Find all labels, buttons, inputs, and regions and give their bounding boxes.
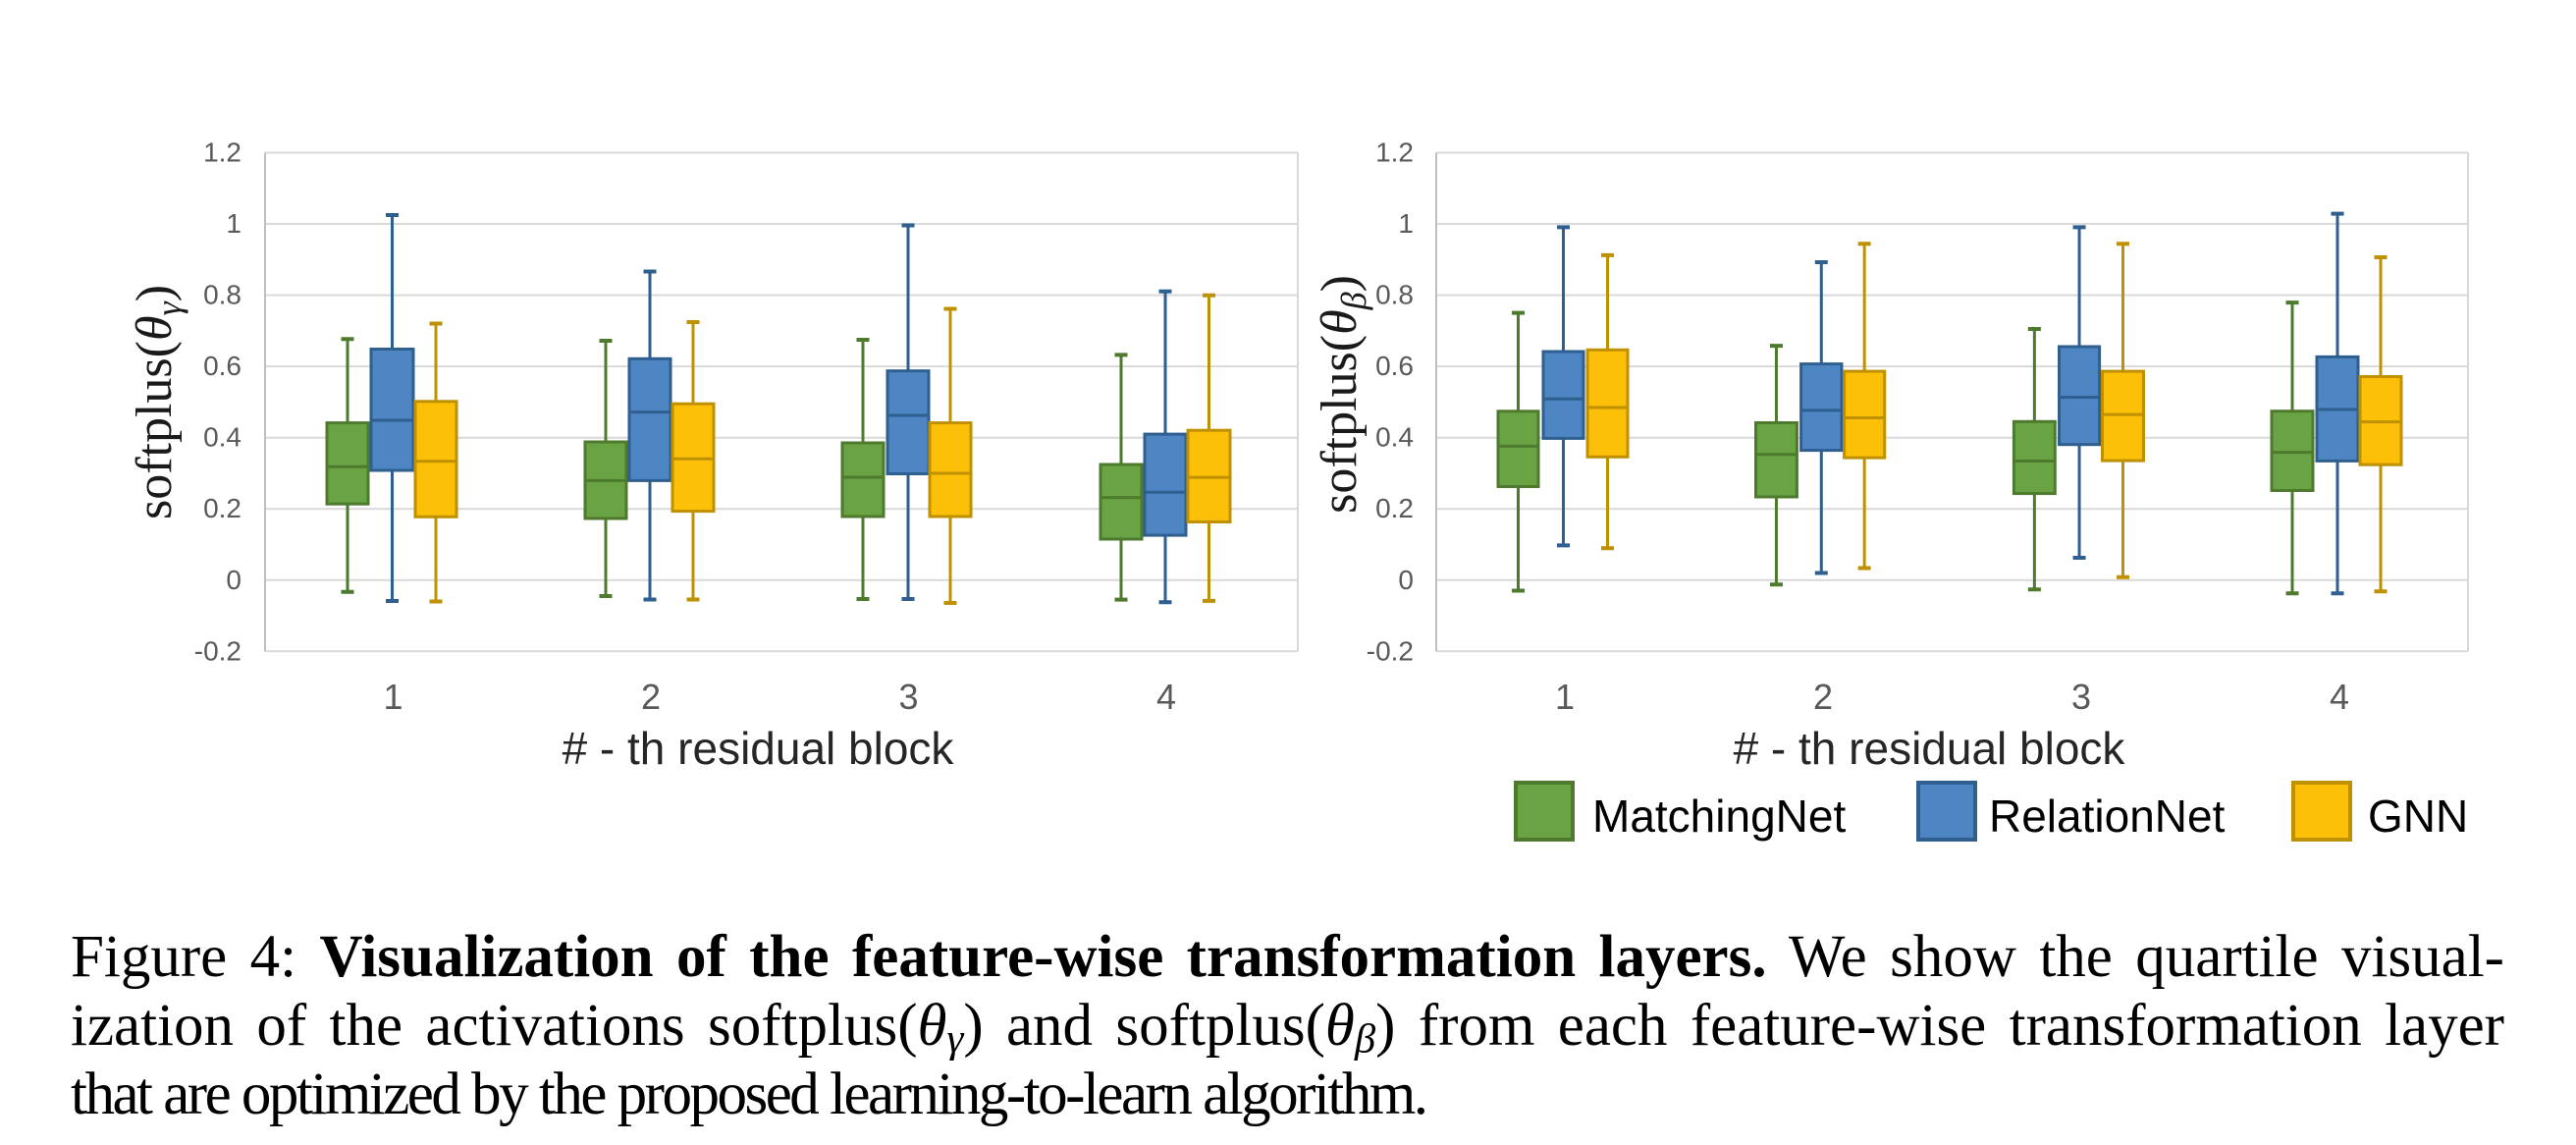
svg-text:GNN: GNN bbox=[2368, 791, 2468, 842]
svg-text:0.2: 0.2 bbox=[203, 493, 242, 523]
svg-text:2: 2 bbox=[641, 677, 661, 717]
svg-text:0: 0 bbox=[226, 565, 242, 595]
svg-text:2: 2 bbox=[1813, 677, 1833, 717]
svg-text:3: 3 bbox=[2071, 677, 2091, 717]
svg-text:0.4: 0.4 bbox=[1375, 422, 1414, 453]
svg-text:-0.2: -0.2 bbox=[194, 635, 242, 666]
svg-text:-0.2: -0.2 bbox=[1367, 635, 1414, 666]
svg-text:3: 3 bbox=[898, 677, 918, 717]
svg-text:0: 0 bbox=[1398, 565, 1414, 595]
svg-text:0.6: 0.6 bbox=[203, 351, 242, 381]
svg-text:1.2: 1.2 bbox=[1375, 137, 1414, 168]
svg-text:1: 1 bbox=[1398, 208, 1414, 239]
svg-text:1.2: 1.2 bbox=[203, 137, 242, 168]
svg-text:# - th residual block: # - th residual block bbox=[563, 723, 955, 774]
svg-text:MatchingNet: MatchingNet bbox=[1592, 791, 1846, 842]
svg-text:1: 1 bbox=[383, 677, 402, 717]
svg-text:softplus(θγ): softplus(θγ) bbox=[127, 285, 188, 519]
svg-text:0.8: 0.8 bbox=[1375, 280, 1414, 310]
svg-text:0.8: 0.8 bbox=[203, 280, 242, 310]
svg-text:4: 4 bbox=[1156, 677, 1176, 717]
svg-text:0.4: 0.4 bbox=[203, 422, 242, 453]
svg-text:1: 1 bbox=[226, 208, 242, 239]
svg-text:RelationNet: RelationNet bbox=[1989, 791, 2226, 842]
svg-text:softplus(θβ): softplus(θβ) bbox=[1312, 275, 1373, 514]
svg-text:4: 4 bbox=[2330, 677, 2349, 717]
svg-text:1: 1 bbox=[1555, 677, 1575, 717]
svg-text:# - th residual block: # - th residual block bbox=[1734, 723, 2126, 774]
svg-text:0.6: 0.6 bbox=[1375, 351, 1414, 381]
svg-text:0.2: 0.2 bbox=[1375, 493, 1414, 523]
